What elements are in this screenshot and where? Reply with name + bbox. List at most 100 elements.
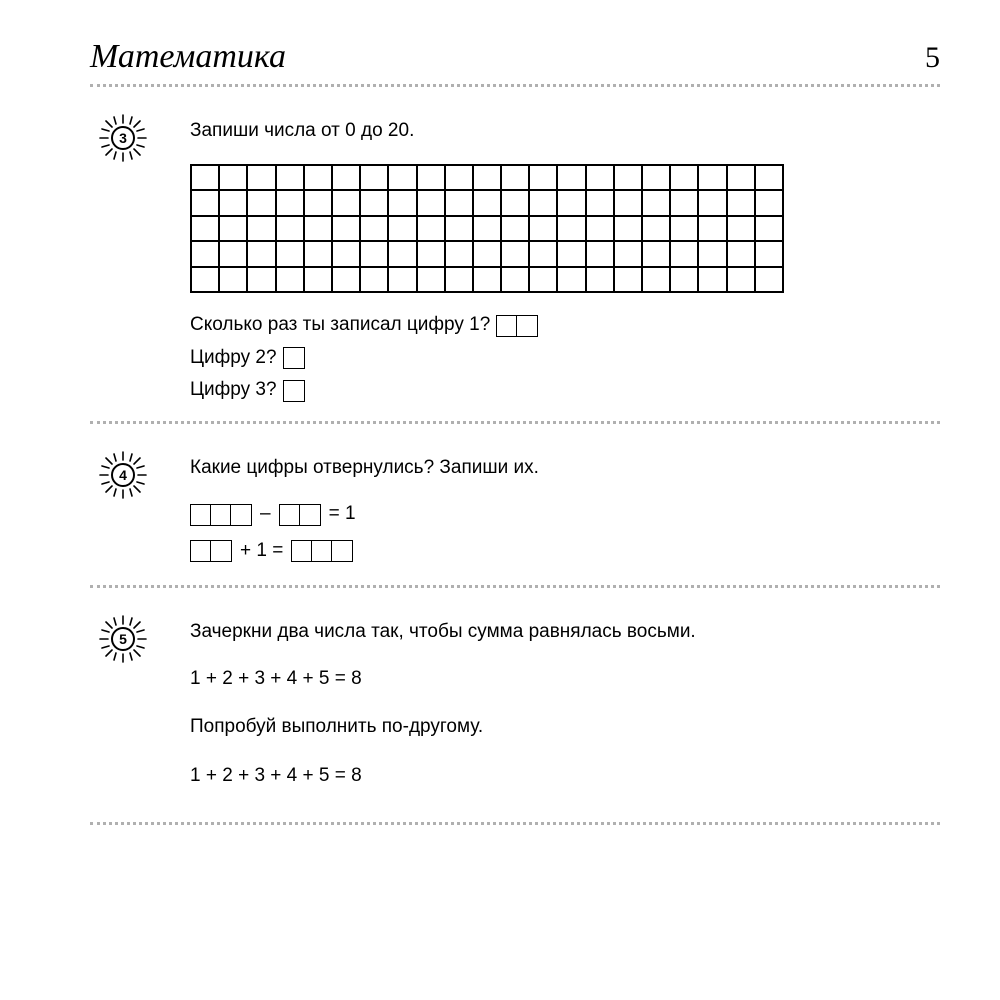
- grid-cell[interactable]: [247, 267, 275, 293]
- grid-cell[interactable]: [191, 165, 219, 191]
- grid-cell[interactable]: [276, 241, 304, 267]
- grid-cell[interactable]: [276, 267, 304, 293]
- grid-cell[interactable]: [388, 190, 416, 216]
- grid-cell[interactable]: [586, 165, 614, 191]
- grid-cell[interactable]: [614, 165, 642, 191]
- grid-cell[interactable]: [191, 190, 219, 216]
- grid-cell[interactable]: [586, 241, 614, 267]
- grid-cell[interactable]: [219, 190, 247, 216]
- grid-cell[interactable]: [473, 267, 501, 293]
- grid-cell[interactable]: [388, 267, 416, 293]
- grid-cell[interactable]: [642, 241, 670, 267]
- grid-cell[interactable]: [614, 267, 642, 293]
- grid-cell[interactable]: [191, 267, 219, 293]
- grid-cell[interactable]: [755, 267, 783, 293]
- grid-cell[interactable]: [529, 241, 557, 267]
- grid-cell[interactable]: [473, 216, 501, 242]
- grid-cell[interactable]: [614, 216, 642, 242]
- grid-cell[interactable]: [445, 267, 473, 293]
- grid-cell[interactable]: [670, 241, 698, 267]
- grid-cell[interactable]: [698, 216, 726, 242]
- grid-cell[interactable]: [247, 216, 275, 242]
- grid-cell[interactable]: [219, 267, 247, 293]
- answer-box[interactable]: [283, 380, 305, 402]
- grid-cell[interactable]: [360, 241, 388, 267]
- grid-cell[interactable]: [332, 216, 360, 242]
- grid-cell[interactable]: [557, 165, 585, 191]
- grid-cell[interactable]: [417, 267, 445, 293]
- grid-cell[interactable]: [614, 190, 642, 216]
- grid-cell[interactable]: [417, 165, 445, 191]
- grid-cell[interactable]: [727, 267, 755, 293]
- grid-cell[interactable]: [473, 241, 501, 267]
- grid-cell[interactable]: [727, 241, 755, 267]
- grid-cell[interactable]: [670, 190, 698, 216]
- grid-cell[interactable]: [557, 241, 585, 267]
- grid-cell[interactable]: [501, 241, 529, 267]
- grid-cell[interactable]: [332, 190, 360, 216]
- grid-cell[interactable]: [445, 190, 473, 216]
- grid-cell[interactable]: [388, 165, 416, 191]
- grid-cell[interactable]: [557, 267, 585, 293]
- answer-box[interactable]: [190, 540, 232, 562]
- grid-cell[interactable]: [445, 165, 473, 191]
- grid-cell[interactable]: [670, 267, 698, 293]
- grid-cell[interactable]: [642, 267, 670, 293]
- answer-box[interactable]: [496, 315, 538, 337]
- grid-cell[interactable]: [360, 267, 388, 293]
- grid-cell[interactable]: [755, 190, 783, 216]
- grid-cell[interactable]: [191, 241, 219, 267]
- answer-box[interactable]: [283, 347, 305, 369]
- grid-cell[interactable]: [304, 190, 332, 216]
- grid-cell[interactable]: [247, 190, 275, 216]
- grid-cell[interactable]: [360, 190, 388, 216]
- grid-cell[interactable]: [417, 190, 445, 216]
- grid-cell[interactable]: [586, 216, 614, 242]
- grid-cell[interactable]: [642, 165, 670, 191]
- grid-cell[interactable]: [642, 190, 670, 216]
- grid-cell[interactable]: [698, 241, 726, 267]
- grid-cell[interactable]: [529, 190, 557, 216]
- grid-cell[interactable]: [670, 165, 698, 191]
- grid-cell[interactable]: [417, 216, 445, 242]
- grid-cell[interactable]: [642, 216, 670, 242]
- grid-cell[interactable]: [388, 216, 416, 242]
- grid-cell[interactable]: [501, 267, 529, 293]
- grid-cell[interactable]: [586, 267, 614, 293]
- grid-cell[interactable]: [501, 190, 529, 216]
- grid-cell[interactable]: [755, 165, 783, 191]
- grid-cell[interactable]: [755, 241, 783, 267]
- grid-cell[interactable]: [219, 165, 247, 191]
- grid-cell[interactable]: [529, 165, 557, 191]
- grid-cell[interactable]: [219, 216, 247, 242]
- grid-cell[interactable]: [586, 190, 614, 216]
- grid-cell[interactable]: [698, 190, 726, 216]
- grid-cell[interactable]: [473, 165, 501, 191]
- grid-cell[interactable]: [304, 267, 332, 293]
- grid-cell[interactable]: [417, 241, 445, 267]
- grid-cell[interactable]: [473, 190, 501, 216]
- grid-cell[interactable]: [191, 216, 219, 242]
- grid-cell[interactable]: [304, 165, 332, 191]
- grid-cell[interactable]: [276, 190, 304, 216]
- grid-cell[interactable]: [698, 165, 726, 191]
- answer-box[interactable]: [291, 540, 353, 562]
- grid-cell[interactable]: [445, 216, 473, 242]
- grid-cell[interactable]: [557, 190, 585, 216]
- grid-cell[interactable]: [219, 241, 247, 267]
- grid-cell[interactable]: [614, 241, 642, 267]
- answer-box[interactable]: [279, 504, 321, 526]
- grid-cell[interactable]: [501, 165, 529, 191]
- answer-grid[interactable]: [190, 164, 784, 294]
- grid-cell[interactable]: [529, 216, 557, 242]
- grid-cell[interactable]: [755, 216, 783, 242]
- grid-cell[interactable]: [360, 165, 388, 191]
- grid-cell[interactable]: [332, 165, 360, 191]
- grid-cell[interactable]: [388, 241, 416, 267]
- grid-cell[interactable]: [247, 165, 275, 191]
- grid-cell[interactable]: [445, 241, 473, 267]
- grid-cell[interactable]: [727, 190, 755, 216]
- grid-cell[interactable]: [698, 267, 726, 293]
- grid-cell[interactable]: [304, 216, 332, 242]
- grid-cell[interactable]: [529, 267, 557, 293]
